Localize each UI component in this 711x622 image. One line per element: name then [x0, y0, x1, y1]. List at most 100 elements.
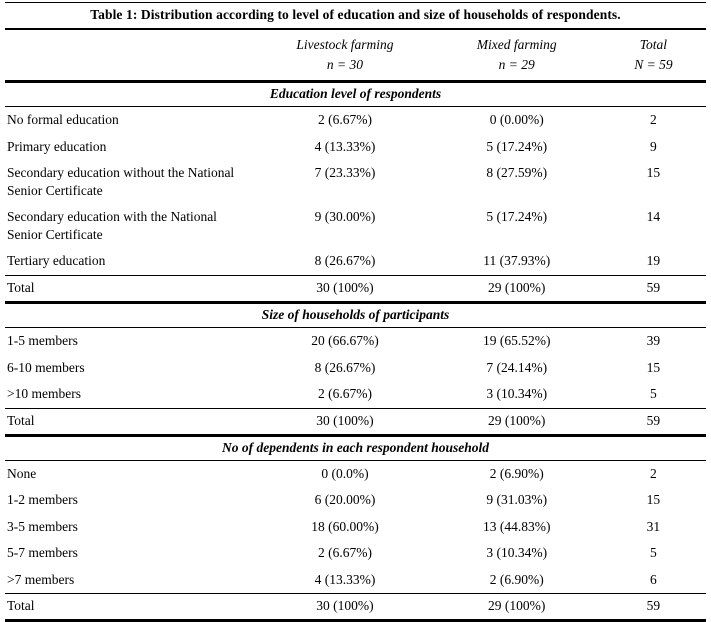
row-label: 5-7 members	[7, 545, 78, 561]
cell-value: 30 (100%)	[257, 593, 433, 622]
table-row: Primary education 4 (13.33%) 5 (17.24%) 9	[5, 134, 706, 161]
table-row: >7 members 4 (13.33%) 2 (6.90%) 6	[5, 567, 706, 594]
column-header-sub: N = 59	[634, 56, 673, 72]
table-caption: Table 1: Distribution according to level…	[5, 2, 706, 30]
row-label: Primary education	[7, 138, 107, 154]
cell-value: 8 (27.59%)	[486, 165, 548, 181]
cell-value: 2	[650, 465, 657, 481]
cell-value: 2 (6.67%)	[317, 545, 372, 561]
section-title: No of dependents in each respondent hous…	[5, 435, 706, 461]
cell-value: 31	[646, 518, 661, 534]
cell-value: 6 (20.00%)	[314, 492, 376, 508]
cell-value: 59	[600, 593, 706, 622]
section-header-row: Education level of respondents	[5, 81, 706, 108]
row-label: None	[7, 465, 37, 481]
column-header-label: Mixed farming	[476, 37, 557, 52]
cell-value: 30 (100%)	[257, 407, 433, 437]
table-row: No formal education 2 (6.67%) 0 (0.00%) 2	[5, 107, 706, 134]
row-label: Total	[5, 407, 258, 437]
cell-value: 4 (13.33%)	[314, 571, 376, 587]
cell-value: 9	[650, 138, 657, 154]
table-row: Secondary education without the National…	[5, 160, 706, 204]
cell-value: 7 (24.14%)	[486, 359, 548, 375]
table-row: 1-5 members 20 (66.67%) 19 (65.52%) 39	[5, 327, 706, 354]
cell-value: 7 (23.33%)	[314, 165, 376, 181]
cell-value: 29 (100%)	[432, 593, 601, 622]
column-header-mixed: Mixed farming n = 29	[432, 30, 601, 84]
cell-value: 30 (100%)	[257, 274, 433, 304]
row-label-column-header	[5, 30, 258, 84]
cell-value: 14	[646, 209, 661, 225]
cell-value: 6	[650, 571, 657, 587]
section-header-row: Size of households of participants	[5, 302, 706, 328]
row-label: Secondary education without the National…	[7, 165, 235, 198]
cell-value: 13 (44.83%)	[482, 518, 551, 534]
cell-value: 15	[646, 359, 661, 375]
row-label: Total	[5, 274, 258, 304]
table-row: Tertiary education 8 (26.67%) 11 (37.93%) 1…	[5, 248, 706, 275]
total-row: Total 30 (100%) 29 (100%) 59	[5, 407, 706, 437]
total-row: Total 30 (100%) 29 (100%) 59	[5, 593, 706, 622]
section-title: Education level of respondents	[5, 81, 706, 108]
row-label: >7 members	[7, 571, 75, 587]
table-row: 1-2 members 6 (20.00%) 9 (31.03%) 15	[5, 487, 706, 514]
row-label: >10 members	[7, 386, 81, 402]
cell-value: 18 (60.00%)	[311, 518, 379, 534]
row-label: Tertiary education	[7, 253, 106, 269]
row-label: No formal education	[7, 112, 119, 128]
cell-value: 5 (17.24%)	[486, 138, 548, 154]
row-label: 1-5 members	[7, 332, 78, 348]
cell-value: 11 (37.93%)	[483, 253, 551, 269]
cell-value: 0 (0.0%)	[321, 465, 369, 481]
cell-value: 15	[646, 492, 661, 508]
cell-value: 8 (26.67%)	[314, 253, 376, 269]
cell-value: 3 (10.34%)	[486, 545, 548, 561]
table-row: 5-7 members 2 (6.67%) 3 (10.34%) 5	[5, 540, 706, 567]
cell-value: 29 (100%)	[432, 407, 601, 437]
total-row: Total 30 (100%) 29 (100%) 59	[5, 274, 706, 304]
header-row: Livestock farming n = 30 Mixed farming n…	[5, 30, 706, 84]
cell-value: 39	[646, 332, 661, 348]
column-header-label: Total	[639, 37, 668, 52]
table-body: Education level of respondents No formal …	[5, 81, 706, 622]
table-header: Livestock farming n = 30 Mixed farming n…	[5, 30, 706, 84]
row-label: Total	[5, 593, 258, 622]
cell-value: 20 (66.67%)	[311, 332, 379, 348]
cell-value: 2 (6.90%)	[489, 571, 544, 587]
cell-value: 59	[600, 407, 706, 437]
cell-value: 4 (13.33%)	[314, 138, 376, 154]
cell-value: 2 (6.67%)	[317, 112, 372, 128]
cell-value: 0 (0.00%)	[489, 112, 544, 128]
row-label: 1-2 members	[7, 492, 78, 508]
column-header-livestock: Livestock farming n = 30	[257, 30, 433, 84]
cell-value: 3 (10.34%)	[486, 386, 548, 402]
column-header-sub: n = 29	[498, 56, 535, 72]
row-label: 6-10 members	[7, 359, 85, 375]
column-header-total: Total N = 59	[600, 30, 706, 84]
table-row: 6-10 members 8 (26.67%) 7 (24.14%) 15	[5, 355, 706, 382]
section-title: Size of households of participants	[5, 302, 706, 328]
cell-value: 19	[646, 253, 661, 269]
data-table: Livestock farming n = 30 Mixed farming n…	[5, 30, 706, 622]
row-label: Secondary education with the National Se…	[7, 209, 217, 242]
cell-value: 9 (31.03%)	[486, 492, 548, 508]
cell-value: 5	[650, 545, 657, 561]
table-row: >10 members 2 (6.67%) 3 (10.34%) 5	[5, 381, 706, 408]
cell-value: 2 (6.67%)	[317, 386, 372, 402]
cell-value: 59	[600, 274, 706, 304]
column-header-label: Livestock farming	[296, 37, 394, 52]
cell-value: 15	[646, 165, 661, 181]
section-header-row: No of dependents in each respondent hous…	[5, 435, 706, 461]
cell-value: 9 (30.00%)	[314, 209, 376, 225]
cell-value: 2 (6.90%)	[489, 465, 544, 481]
row-label: 3-5 members	[7, 518, 78, 534]
table-row: 3-5 members 18 (60.00%) 13 (44.83%) 31	[5, 514, 706, 541]
cell-value: 2	[650, 112, 657, 128]
column-header-sub: n = 30	[326, 56, 364, 72]
cell-value: 5	[650, 386, 657, 402]
cell-value: 29 (100%)	[432, 274, 601, 304]
cell-value: 8 (26.67%)	[314, 359, 376, 375]
table-row: None 0 (0.0%) 2 (6.90%) 2	[5, 460, 706, 487]
table-row: Secondary education with the National Se…	[5, 204, 706, 248]
